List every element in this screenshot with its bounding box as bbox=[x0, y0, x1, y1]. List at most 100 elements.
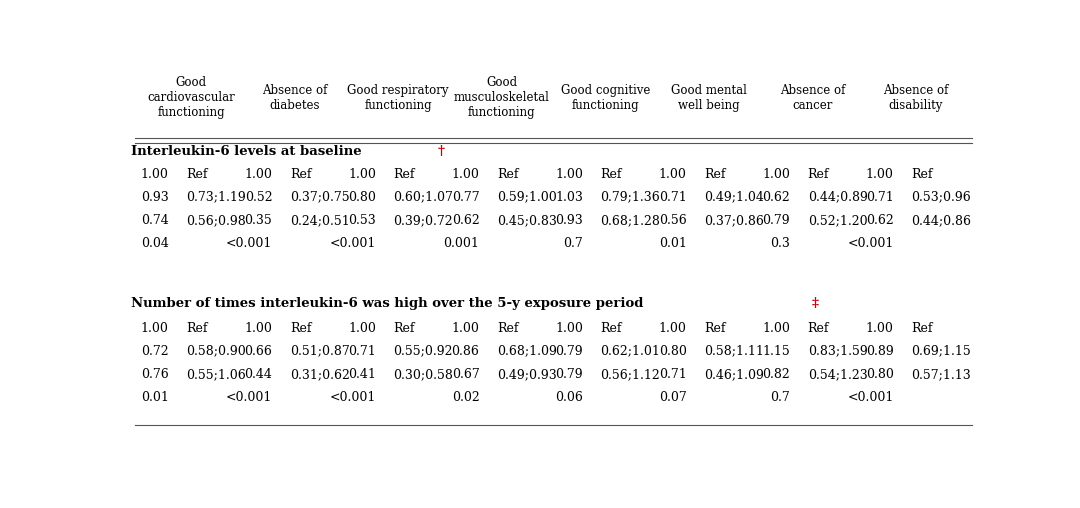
Text: 0.52;1.20: 0.52;1.20 bbox=[808, 214, 867, 227]
Text: Ref: Ref bbox=[393, 322, 415, 335]
Text: Good
musculoskeletal
functioning: Good musculoskeletal functioning bbox=[454, 76, 550, 119]
Text: Ref: Ref bbox=[808, 168, 829, 181]
Text: Absence of
cancer: Absence of cancer bbox=[780, 84, 846, 112]
Text: 1.00: 1.00 bbox=[244, 322, 272, 335]
Text: 0.56;0.98: 0.56;0.98 bbox=[186, 214, 246, 227]
Text: 0.52: 0.52 bbox=[245, 190, 272, 204]
Text: 1.00: 1.00 bbox=[555, 322, 583, 335]
Text: 0.58;0.90: 0.58;0.90 bbox=[186, 345, 246, 358]
Text: 1.00: 1.00 bbox=[348, 322, 376, 335]
Text: 0.24;0.51: 0.24;0.51 bbox=[289, 214, 350, 227]
Text: 0.53: 0.53 bbox=[348, 214, 376, 227]
Text: Ref: Ref bbox=[289, 168, 311, 181]
Text: Good mental
well being: Good mental well being bbox=[671, 84, 746, 112]
Text: Ref: Ref bbox=[186, 168, 207, 181]
Text: 0.79: 0.79 bbox=[762, 214, 791, 227]
Text: 0.01: 0.01 bbox=[140, 391, 168, 404]
Text: 0.7: 0.7 bbox=[770, 391, 791, 404]
Text: 0.71: 0.71 bbox=[659, 190, 687, 204]
Text: 0.7: 0.7 bbox=[564, 237, 583, 250]
Text: 0.01: 0.01 bbox=[659, 237, 687, 250]
Text: 0.53;0.96: 0.53;0.96 bbox=[912, 190, 971, 204]
Text: 0.001: 0.001 bbox=[444, 237, 480, 250]
Text: 0.55;0.92: 0.55;0.92 bbox=[393, 345, 453, 358]
Text: 0.76: 0.76 bbox=[141, 368, 168, 381]
Text: 0.80: 0.80 bbox=[659, 345, 687, 358]
Text: 0.49;1.04: 0.49;1.04 bbox=[704, 190, 764, 204]
Text: 0.49;0.93: 0.49;0.93 bbox=[497, 368, 556, 381]
Text: Absence of
diabetes: Absence of diabetes bbox=[261, 84, 327, 112]
Text: Ref: Ref bbox=[289, 322, 311, 335]
Text: 0.56: 0.56 bbox=[659, 214, 687, 227]
Text: Ref: Ref bbox=[600, 322, 622, 335]
Text: <0.001: <0.001 bbox=[226, 237, 272, 250]
Text: Good cognitive
functioning: Good cognitive functioning bbox=[561, 84, 650, 112]
Text: Good respiratory
functioning: Good respiratory functioning bbox=[348, 84, 449, 112]
Text: 0.86: 0.86 bbox=[451, 345, 480, 358]
Text: Interleukin-6 levels at baseline: Interleukin-6 levels at baseline bbox=[131, 145, 362, 157]
Text: 0.79;1.36: 0.79;1.36 bbox=[600, 190, 660, 204]
Text: 0.69;1.15: 0.69;1.15 bbox=[912, 345, 971, 358]
Text: 0.71: 0.71 bbox=[348, 345, 376, 358]
Text: †: † bbox=[438, 145, 445, 157]
Text: 1.00: 1.00 bbox=[348, 168, 376, 181]
Text: 1.00: 1.00 bbox=[762, 168, 791, 181]
Text: Absence of
disability: Absence of disability bbox=[883, 84, 948, 112]
Text: 0.60;1.07: 0.60;1.07 bbox=[393, 190, 454, 204]
Text: 0.71: 0.71 bbox=[659, 368, 687, 381]
Text: 0.35: 0.35 bbox=[244, 214, 272, 227]
Text: 1.00: 1.00 bbox=[451, 168, 480, 181]
Text: 0.79: 0.79 bbox=[555, 368, 583, 381]
Text: Number of times interleukin-6 was high over the 5-y exposure period: Number of times interleukin-6 was high o… bbox=[131, 297, 644, 310]
Text: 0.39;0.72: 0.39;0.72 bbox=[393, 214, 453, 227]
Text: Ref: Ref bbox=[912, 322, 933, 335]
Text: Ref: Ref bbox=[497, 322, 518, 335]
Text: Ref: Ref bbox=[704, 168, 726, 181]
Text: 0.55;1.06: 0.55;1.06 bbox=[186, 368, 246, 381]
Text: 0.82: 0.82 bbox=[762, 368, 791, 381]
Text: 0.68;1.28: 0.68;1.28 bbox=[600, 214, 661, 227]
Text: 1.00: 1.00 bbox=[762, 322, 791, 335]
Text: 0.80: 0.80 bbox=[348, 190, 376, 204]
Text: 1.00: 1.00 bbox=[659, 322, 687, 335]
Text: 1.15: 1.15 bbox=[762, 345, 791, 358]
Text: 0.71: 0.71 bbox=[866, 190, 894, 204]
Text: 1.00: 1.00 bbox=[244, 168, 272, 181]
Text: 0.93: 0.93 bbox=[141, 190, 168, 204]
Text: 0.62;1.01: 0.62;1.01 bbox=[600, 345, 661, 358]
Text: 1.00: 1.00 bbox=[866, 322, 894, 335]
Text: 0.54;1.23: 0.54;1.23 bbox=[808, 368, 867, 381]
Text: Ref: Ref bbox=[497, 168, 518, 181]
Text: Ref: Ref bbox=[186, 322, 207, 335]
Text: <0.001: <0.001 bbox=[848, 237, 894, 250]
Text: Ref: Ref bbox=[912, 168, 933, 181]
Text: 0.83;1.59: 0.83;1.59 bbox=[808, 345, 867, 358]
Text: 0.46;1.09: 0.46;1.09 bbox=[704, 368, 764, 381]
Text: 0.73;1.19: 0.73;1.19 bbox=[186, 190, 246, 204]
Text: 1.03: 1.03 bbox=[555, 190, 583, 204]
Text: 0.79: 0.79 bbox=[555, 345, 583, 358]
Text: 0.30;0.58: 0.30;0.58 bbox=[393, 368, 454, 381]
Text: <0.001: <0.001 bbox=[329, 237, 376, 250]
Text: 1.00: 1.00 bbox=[866, 168, 894, 181]
Text: 0.44;0.89: 0.44;0.89 bbox=[808, 190, 867, 204]
Text: 0.57;1.13: 0.57;1.13 bbox=[912, 368, 971, 381]
Text: <0.001: <0.001 bbox=[329, 391, 376, 404]
Text: ‡: ‡ bbox=[811, 297, 819, 310]
Text: 1.00: 1.00 bbox=[140, 322, 168, 335]
Text: 0.06: 0.06 bbox=[555, 391, 583, 404]
Text: 0.45;0.83: 0.45;0.83 bbox=[497, 214, 557, 227]
Text: Ref: Ref bbox=[704, 322, 726, 335]
Text: 0.37;0.75: 0.37;0.75 bbox=[289, 190, 350, 204]
Text: 0.02: 0.02 bbox=[451, 391, 480, 404]
Text: 0.77: 0.77 bbox=[451, 190, 480, 204]
Text: 1.00: 1.00 bbox=[555, 168, 583, 181]
Text: 0.72: 0.72 bbox=[141, 345, 168, 358]
Text: 0.89: 0.89 bbox=[866, 345, 894, 358]
Text: Ref: Ref bbox=[393, 168, 415, 181]
Text: 0.62: 0.62 bbox=[762, 190, 791, 204]
Text: 1.00: 1.00 bbox=[659, 168, 687, 181]
Text: 0.37;0.86: 0.37;0.86 bbox=[704, 214, 764, 227]
Text: 0.41: 0.41 bbox=[348, 368, 376, 381]
Text: 0.31;0.62: 0.31;0.62 bbox=[289, 368, 350, 381]
